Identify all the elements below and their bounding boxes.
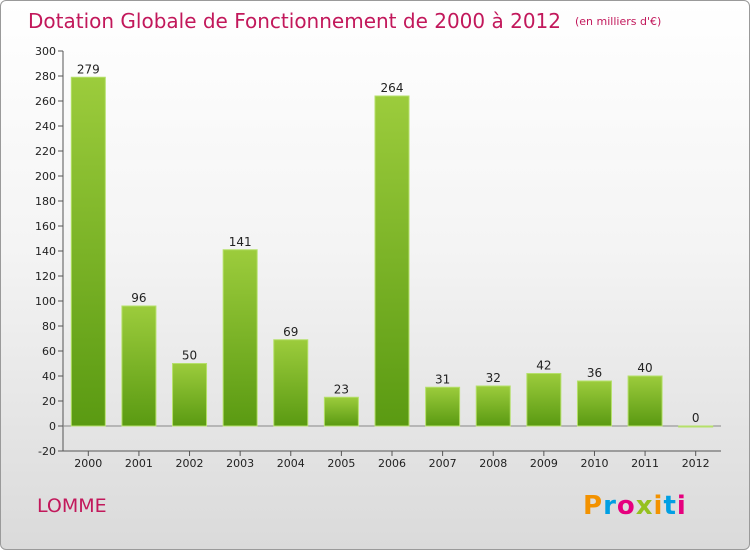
- value-label-2001: 96: [131, 291, 146, 305]
- x-tick-label-2005: 2005: [327, 457, 355, 470]
- x-tick-label-2000: 2000: [74, 457, 102, 470]
- bar-2011[interactable]: [627, 375, 663, 427]
- bar-2001[interactable]: [121, 305, 157, 427]
- logo-letter: o: [616, 491, 636, 521]
- value-label-2005: 23: [334, 382, 349, 396]
- value-label-2012: 0: [692, 411, 700, 425]
- y-tick-label: 260: [35, 95, 56, 108]
- chart-title: Dotation Globale de Fonctionnement de 20…: [28, 9, 561, 33]
- value-label-2003: 141: [229, 235, 252, 249]
- y-tick-label: 200: [35, 170, 56, 183]
- title-block: Dotation Globale de Fonctionnement de 20…: [28, 9, 661, 33]
- x-tick-label-2001: 2001: [125, 457, 153, 470]
- bar-2007[interactable]: [425, 386, 461, 427]
- bar-2003[interactable]: [222, 249, 258, 427]
- bar-2005[interactable]: [323, 396, 359, 427]
- logo-letter: i: [653, 491, 664, 521]
- bar-2002[interactable]: [172, 363, 208, 427]
- y-tick-label: 40: [42, 370, 56, 383]
- x-tick-label-2009: 2009: [530, 457, 558, 470]
- units-label: (en milliers d'€): [575, 15, 662, 28]
- bar-2000[interactable]: [70, 76, 106, 427]
- logo-letter: x: [635, 491, 654, 521]
- value-label-2004: 69: [283, 325, 298, 339]
- x-tick-label-2010: 2010: [580, 457, 608, 470]
- y-tick-label: 100: [35, 295, 56, 308]
- value-label-2007: 31: [435, 372, 450, 386]
- logo-letter: r: [603, 491, 617, 521]
- y-tick-label: 140: [35, 245, 56, 258]
- y-tick-label: 160: [35, 220, 56, 233]
- y-tick-label: -20: [38, 445, 56, 458]
- bar-2004[interactable]: [273, 339, 309, 427]
- bar-2012[interactable]: [678, 425, 714, 428]
- value-label-2008: 32: [486, 371, 501, 385]
- y-tick-label: 0: [49, 420, 56, 433]
- x-tick-label-2002: 2002: [176, 457, 204, 470]
- x-tick-label-2012: 2012: [682, 457, 710, 470]
- bar-2009[interactable]: [526, 373, 562, 427]
- y-tick-label: 240: [35, 120, 56, 133]
- bar-2010[interactable]: [576, 380, 612, 427]
- y-tick-label: 80: [42, 320, 56, 333]
- x-tick-label-2006: 2006: [378, 457, 406, 470]
- logo-letter: i: [676, 491, 687, 521]
- y-tick-label: 60: [42, 345, 56, 358]
- y-tick-label: 280: [35, 70, 56, 83]
- place-name: LOMME: [37, 495, 107, 517]
- logo-letter: t: [663, 491, 677, 521]
- x-tick-label-2008: 2008: [479, 457, 507, 470]
- bar-2008[interactable]: [475, 385, 511, 427]
- bar-2006[interactable]: [374, 95, 410, 427]
- value-label-2002: 50: [182, 349, 197, 363]
- y-tick-label: 180: [35, 195, 56, 208]
- value-label-2011: 40: [637, 361, 652, 375]
- x-tick-label-2004: 2004: [277, 457, 305, 470]
- x-tick-label-2011: 2011: [631, 457, 659, 470]
- x-tick-label-2003: 2003: [226, 457, 254, 470]
- y-tick-label: 120: [35, 270, 56, 283]
- value-label-2010: 36: [587, 366, 602, 380]
- logo-letter: P: [583, 491, 604, 521]
- value-label-2006: 264: [381, 81, 404, 95]
- y-tick-label: 300: [35, 45, 56, 58]
- y-tick-label: 220: [35, 145, 56, 158]
- y-tick-label: 20: [42, 395, 56, 408]
- x-tick-label-2007: 2007: [429, 457, 457, 470]
- value-label-2000: 279: [77, 62, 100, 76]
- value-label-2009: 42: [536, 359, 551, 373]
- proxiti-logo[interactable]: Proxiti: [583, 491, 687, 521]
